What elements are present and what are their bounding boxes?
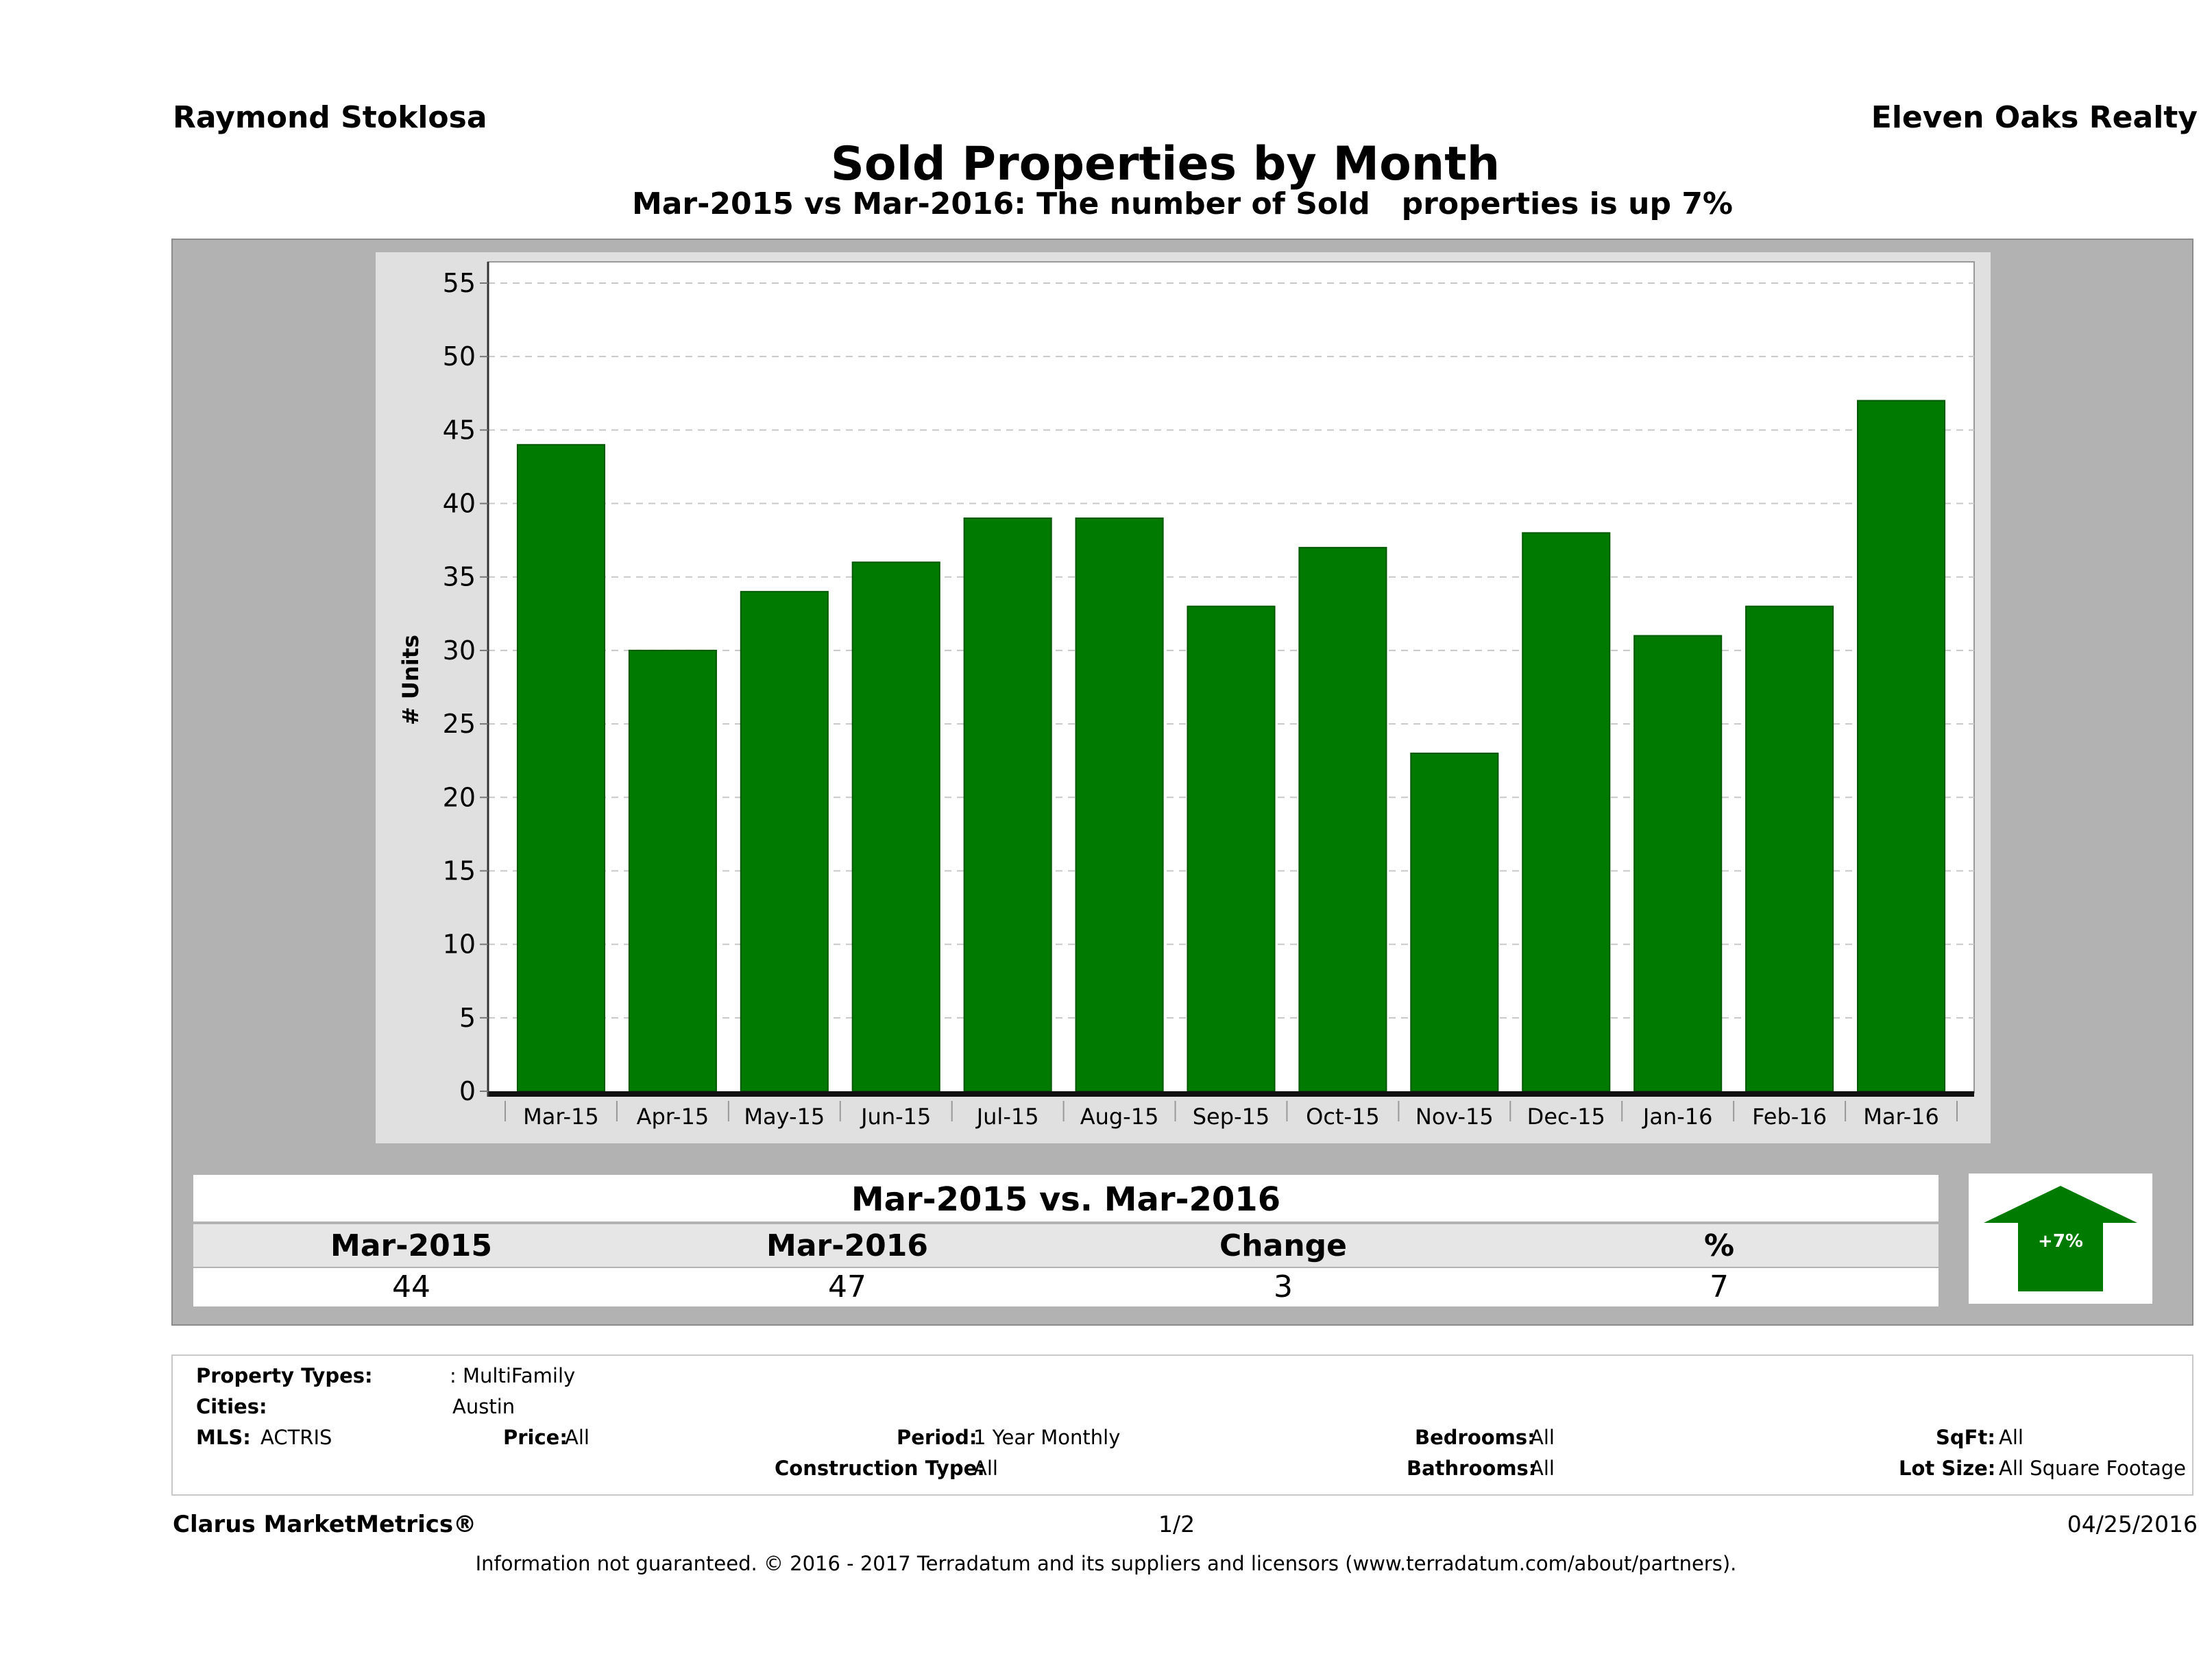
bar-Nov-15 — [1410, 752, 1499, 1092]
x-tick-labels: Mar-15 Apr-15 May-15 Jun-15 Jul-15 Aug-15 Sep-… — [505, 1101, 1958, 1130]
property-types-label: Property Types: — [196, 1364, 373, 1387]
y-tick-label: 10 — [443, 929, 476, 960]
summary-value-change: 3 — [1274, 1269, 1293, 1304]
axes — [487, 262, 1974, 1097]
x-tick-label: Aug-15 — [1080, 1104, 1159, 1130]
summary-title-row — [193, 1175, 1938, 1221]
x-tick-label: Sep-15 — [1193, 1104, 1270, 1130]
bathrooms-label: Bathrooms: — [1407, 1457, 1537, 1480]
bar-May-15 — [740, 591, 829, 1092]
summary-header-row — [193, 1224, 1938, 1267]
footer-disclaimer: Information not guaranteed. © 2016 - 201… — [475, 1552, 1737, 1575]
y-tick-label: 30 — [443, 635, 476, 666]
sqft-value: All — [1999, 1426, 2023, 1449]
y-axis-label: # Units — [398, 635, 424, 725]
cities-label: Cities: — [196, 1395, 267, 1418]
period-value: 1 Year Monthly — [973, 1426, 1121, 1449]
x-tick-label: Jul-15 — [975, 1104, 1039, 1130]
bar-chart: 0 5 10 15 20 25 30 35 40 45 50 55 Mar-15 Apr-15 May-1… — [398, 261, 1975, 1130]
y-tick-label: 35 — [443, 562, 476, 592]
summary-title: Mar-2015 vs. Mar-2016 — [851, 1180, 1281, 1219]
y-tick-label: 20 — [443, 782, 476, 812]
page-number: 1/2 — [1158, 1511, 1195, 1537]
construction-type-value: All — [973, 1457, 998, 1480]
cities-value: Austin — [452, 1395, 515, 1418]
summary-header-end: Mar-2016 — [766, 1228, 928, 1263]
bar-Jun-15 — [851, 561, 940, 1093]
footer-brand: Clarus MarketMetrics® — [173, 1511, 477, 1538]
sqft-label: SqFt: — [1936, 1426, 1995, 1449]
report-title: Sold Properties by Month — [830, 137, 1500, 191]
x-tick-label: May-15 — [744, 1104, 825, 1130]
y-tick-label: 25 — [443, 709, 476, 739]
x-tick-label: Dec-15 — [1527, 1104, 1605, 1130]
bar-Jan-16 — [1633, 635, 1723, 1092]
gridlines — [488, 282, 1974, 1019]
summary-value-percent: 7 — [1710, 1269, 1729, 1304]
y-tick-label: 15 — [443, 855, 476, 886]
bar-Jul-15 — [963, 517, 1052, 1092]
agent-name: Raymond Stoklosa — [173, 100, 487, 135]
lot-size-label: Lot Size: — [1899, 1457, 1996, 1480]
y-tick-label: 45 — [443, 415, 476, 445]
construction-type-label: Construction Type: — [775, 1457, 985, 1480]
x-tick-label: Apr-15 — [637, 1104, 709, 1130]
bar-Apr-15 — [628, 649, 717, 1092]
y-tick-label: 50 — [443, 341, 476, 372]
summary-header-change: Change — [1219, 1228, 1347, 1263]
x-tick-label: Mar-16 — [1863, 1104, 1939, 1130]
x-tick-label: Nov-15 — [1415, 1104, 1494, 1130]
report-subtitle: Mar-2015 vs Mar-2016: The number of Sold… — [631, 186, 1734, 221]
summary-header-percent: % — [1703, 1228, 1735, 1263]
bar-Mar-16 — [1856, 400, 1946, 1092]
trend-badge-label: +7% — [2038, 1231, 2083, 1252]
bedrooms-value: All — [1530, 1426, 1555, 1449]
x-tick-label: Oct-15 — [1306, 1104, 1380, 1130]
bar-Aug-15 — [1075, 517, 1164, 1092]
mls-label: MLS: — [196, 1426, 251, 1449]
bar-Dec-15 — [1522, 532, 1611, 1093]
summary-value-row — [193, 1268, 1938, 1306]
summary-header-start: Mar-2015 — [330, 1228, 492, 1263]
y-tick-label: 40 — [443, 489, 476, 519]
company-name: Eleven Oaks Realty — [1871, 100, 2198, 135]
x-tick-label: Feb-16 — [1752, 1104, 1827, 1130]
y-tick-label: 5 — [459, 1003, 476, 1033]
period-label: Period: — [897, 1426, 977, 1449]
bar-Oct-15 — [1298, 546, 1387, 1092]
mls-value: ACTRIS — [260, 1426, 332, 1449]
lot-size-value: All Square Footage — [1999, 1457, 2187, 1480]
x-tick-label: Jun-15 — [860, 1104, 931, 1130]
summary-value-end: 47 — [828, 1269, 866, 1304]
y-tick-label: 55 — [443, 268, 476, 298]
bathrooms-value: All — [1530, 1457, 1555, 1480]
summary-value-start: 44 — [392, 1269, 430, 1304]
price-value: All — [565, 1426, 590, 1449]
bar-Feb-16 — [1745, 605, 1834, 1092]
x-tick-label: Mar-15 — [523, 1104, 599, 1130]
y-tick-label: 0 — [459, 1076, 476, 1106]
price-label: Price: — [503, 1426, 568, 1449]
bar-Mar-15 — [516, 443, 606, 1092]
bar-Sep-15 — [1187, 605, 1276, 1092]
bedrooms-label: Bedrooms: — [1415, 1426, 1535, 1449]
report-date: 04/25/2016 — [2067, 1511, 2198, 1537]
criteria-box — [171, 1354, 2193, 1496]
bars — [516, 400, 1946, 1093]
up-arrow-icon: +7% — [1984, 1186, 2137, 1291]
y-tick-labels: 0 5 10 15 20 25 30 35 40 45 50 55 — [443, 268, 488, 1106]
property-types-value: : MultiFamily — [450, 1364, 576, 1387]
x-tick-label: Jan-16 — [1642, 1104, 1713, 1130]
